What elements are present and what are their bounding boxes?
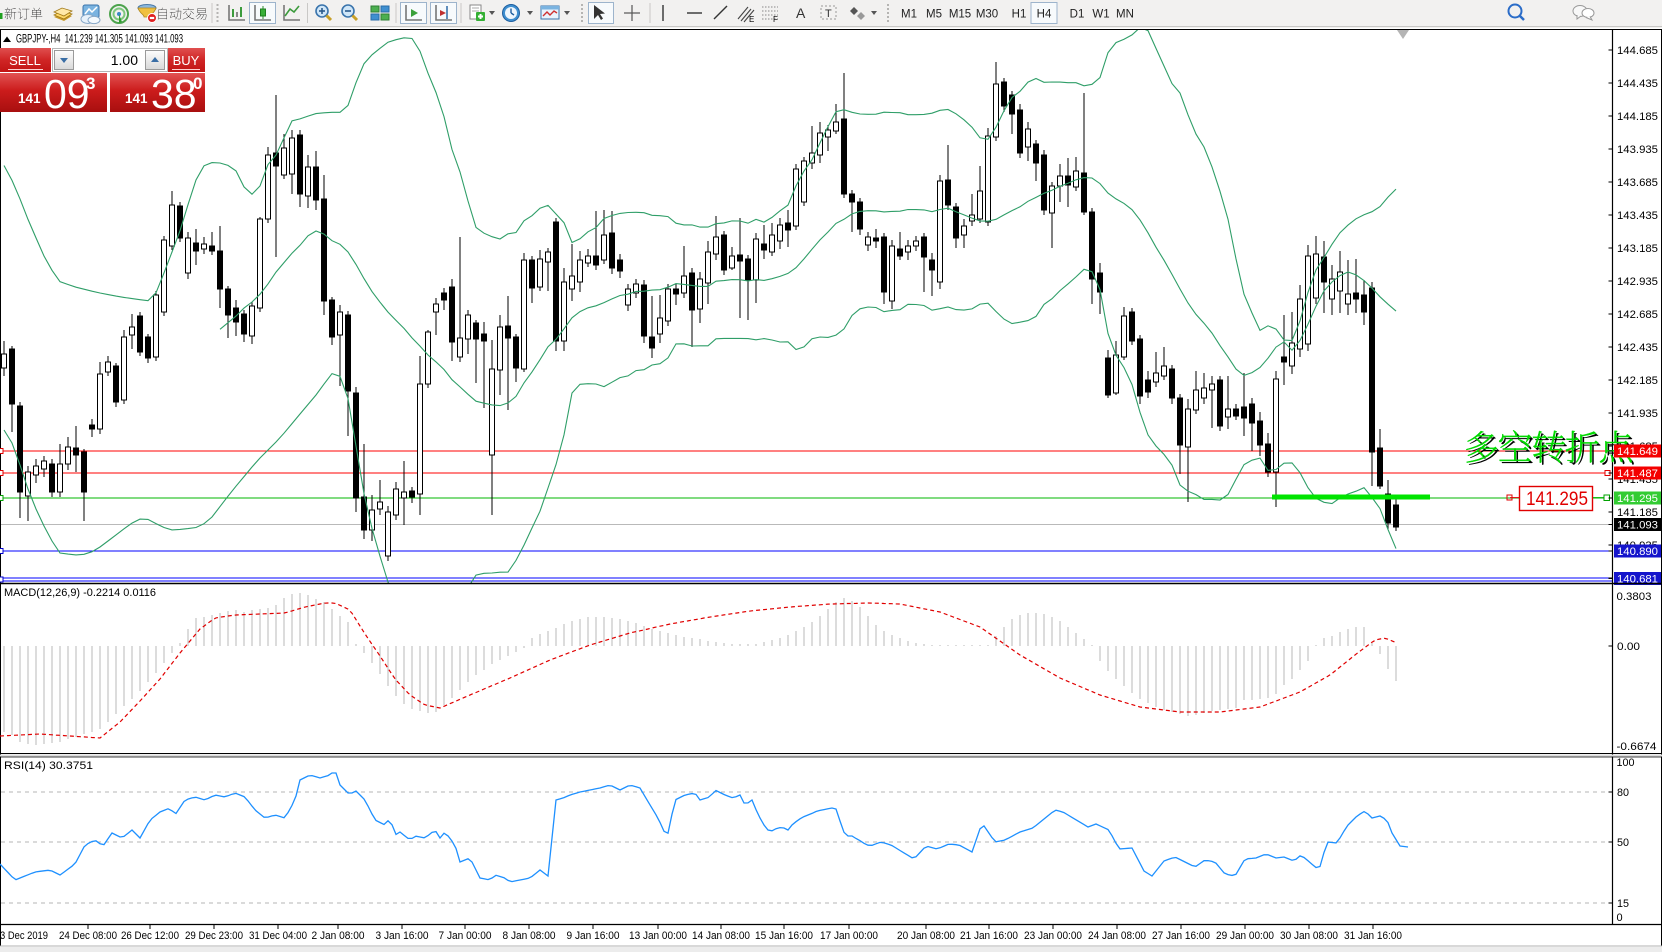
svg-text:15: 15 [1617, 898, 1629, 910]
svg-text:141.935: 141.935 [1617, 408, 1658, 420]
svg-text:27 Jan 16:00: 27 Jan 16:00 [1152, 930, 1210, 942]
svg-text:142.185: 142.185 [1617, 375, 1658, 387]
svg-text:MACD(12,26,9) -0.2214 0.0116: MACD(12,26,9) -0.2214 0.0116 [4, 587, 156, 599]
svg-text:9 Jan 16:00: 9 Jan 16:00 [567, 930, 620, 942]
svg-text:141.185: 141.185 [1617, 507, 1658, 519]
svg-text:143.935: 143.935 [1617, 144, 1658, 156]
svg-text:T: T [825, 8, 832, 20]
svg-text:W1: W1 [1092, 9, 1109, 21]
svg-text:09: 09 [44, 71, 90, 117]
svg-text:SELL: SELL [9, 53, 41, 68]
svg-text:3 Jan 16:00: 3 Jan 16:00 [376, 930, 429, 942]
svg-text:141.093: 141.093 [1617, 520, 1658, 532]
svg-text:H4: H4 [1037, 9, 1052, 21]
svg-text:26 Dec 12:00: 26 Dec 12:00 [121, 930, 179, 942]
svg-text:A: A [796, 5, 806, 21]
svg-text:140.890: 140.890 [1617, 546, 1658, 558]
svg-text:142.435: 142.435 [1617, 342, 1658, 354]
svg-text:31 Dec 04:00: 31 Dec 04:00 [249, 930, 307, 942]
svg-text:24 Jan 08:00: 24 Jan 08:00 [1088, 930, 1146, 942]
svg-text:143.435: 143.435 [1617, 210, 1658, 222]
svg-text:F: F [773, 15, 778, 24]
svg-text:1.00: 1.00 [111, 52, 138, 68]
svg-text:144.185: 144.185 [1617, 111, 1658, 123]
svg-text:0.3803: 0.3803 [1617, 591, 1652, 603]
svg-text:3: 3 [86, 74, 95, 93]
svg-text:80: 80 [1617, 787, 1629, 799]
svg-text:BUY: BUY [173, 53, 200, 68]
svg-text:M1: M1 [901, 9, 917, 21]
svg-text:3 Dec 2019: 3 Dec 2019 [0, 930, 48, 942]
svg-text:143.685: 143.685 [1617, 177, 1658, 189]
svg-text:141: 141 [125, 91, 148, 106]
svg-text:141.487: 141.487 [1617, 468, 1658, 480]
svg-text:30 Jan 08:00: 30 Jan 08:00 [1280, 930, 1338, 942]
svg-text:141.295: 141.295 [1526, 488, 1588, 510]
svg-text:29 Jan 00:00: 29 Jan 00:00 [1216, 930, 1274, 942]
svg-text:M30: M30 [976, 9, 998, 21]
svg-text:144.685: 144.685 [1617, 45, 1658, 57]
svg-text:2 Jan 08:00: 2 Jan 08:00 [312, 930, 365, 942]
svg-text:GBPJPY-,H4 141.239 141.305 14: GBPJPY-,H4 141.239 141.305 141.093 141.0… [16, 34, 183, 46]
svg-text:100: 100 [1617, 757, 1635, 769]
svg-text:31 Jan 16:00: 31 Jan 16:00 [1344, 930, 1402, 942]
svg-text:0.00: 0.00 [1617, 641, 1640, 653]
svg-text:20 Jan 08:00: 20 Jan 08:00 [897, 930, 955, 942]
svg-text:17 Jan 00:00: 17 Jan 00:00 [820, 930, 878, 942]
svg-text:144.435: 144.435 [1617, 78, 1658, 90]
svg-text:38: 38 [151, 71, 197, 117]
svg-text:M5: M5 [926, 9, 942, 21]
svg-text:-0.6674: -0.6674 [1617, 741, 1657, 753]
svg-text:MN: MN [1116, 9, 1134, 21]
svg-text:7 Jan 00:00: 7 Jan 00:00 [439, 930, 492, 942]
svg-text:143.185: 143.185 [1617, 243, 1658, 255]
svg-text:D1: D1 [1070, 9, 1085, 21]
svg-text:141.295: 141.295 [1617, 493, 1658, 505]
svg-text:15 Jan 16:00: 15 Jan 16:00 [755, 930, 813, 942]
svg-text:13 Jan 00:00: 13 Jan 00:00 [629, 930, 687, 942]
svg-text:29 Dec 23:00: 29 Dec 23:00 [185, 930, 243, 942]
svg-text:RSI(14) 30.3751: RSI(14) 30.3751 [4, 760, 93, 772]
svg-text:0: 0 [1617, 912, 1623, 924]
svg-text:23 Jan 00:00: 23 Jan 00:00 [1024, 930, 1082, 942]
svg-text:21 Jan 16:00: 21 Jan 16:00 [960, 930, 1018, 942]
svg-text:142.935: 142.935 [1617, 276, 1658, 288]
svg-text:8 Jan 08:00: 8 Jan 08:00 [503, 930, 556, 942]
svg-text:50: 50 [1617, 837, 1629, 849]
svg-text:14 Jan 08:00: 14 Jan 08:00 [692, 930, 750, 942]
svg-text:24 Dec 08:00: 24 Dec 08:00 [59, 930, 117, 942]
svg-text:140.681: 140.681 [1617, 574, 1658, 586]
svg-text:0: 0 [193, 74, 202, 93]
svg-text:141.649: 141.649 [1617, 446, 1658, 458]
svg-text:142.685: 142.685 [1617, 309, 1658, 321]
svg-text:141: 141 [18, 91, 41, 106]
svg-text:M15: M15 [949, 9, 971, 21]
svg-text:H1: H1 [1012, 9, 1027, 21]
svg-text:E: E [749, 15, 754, 24]
